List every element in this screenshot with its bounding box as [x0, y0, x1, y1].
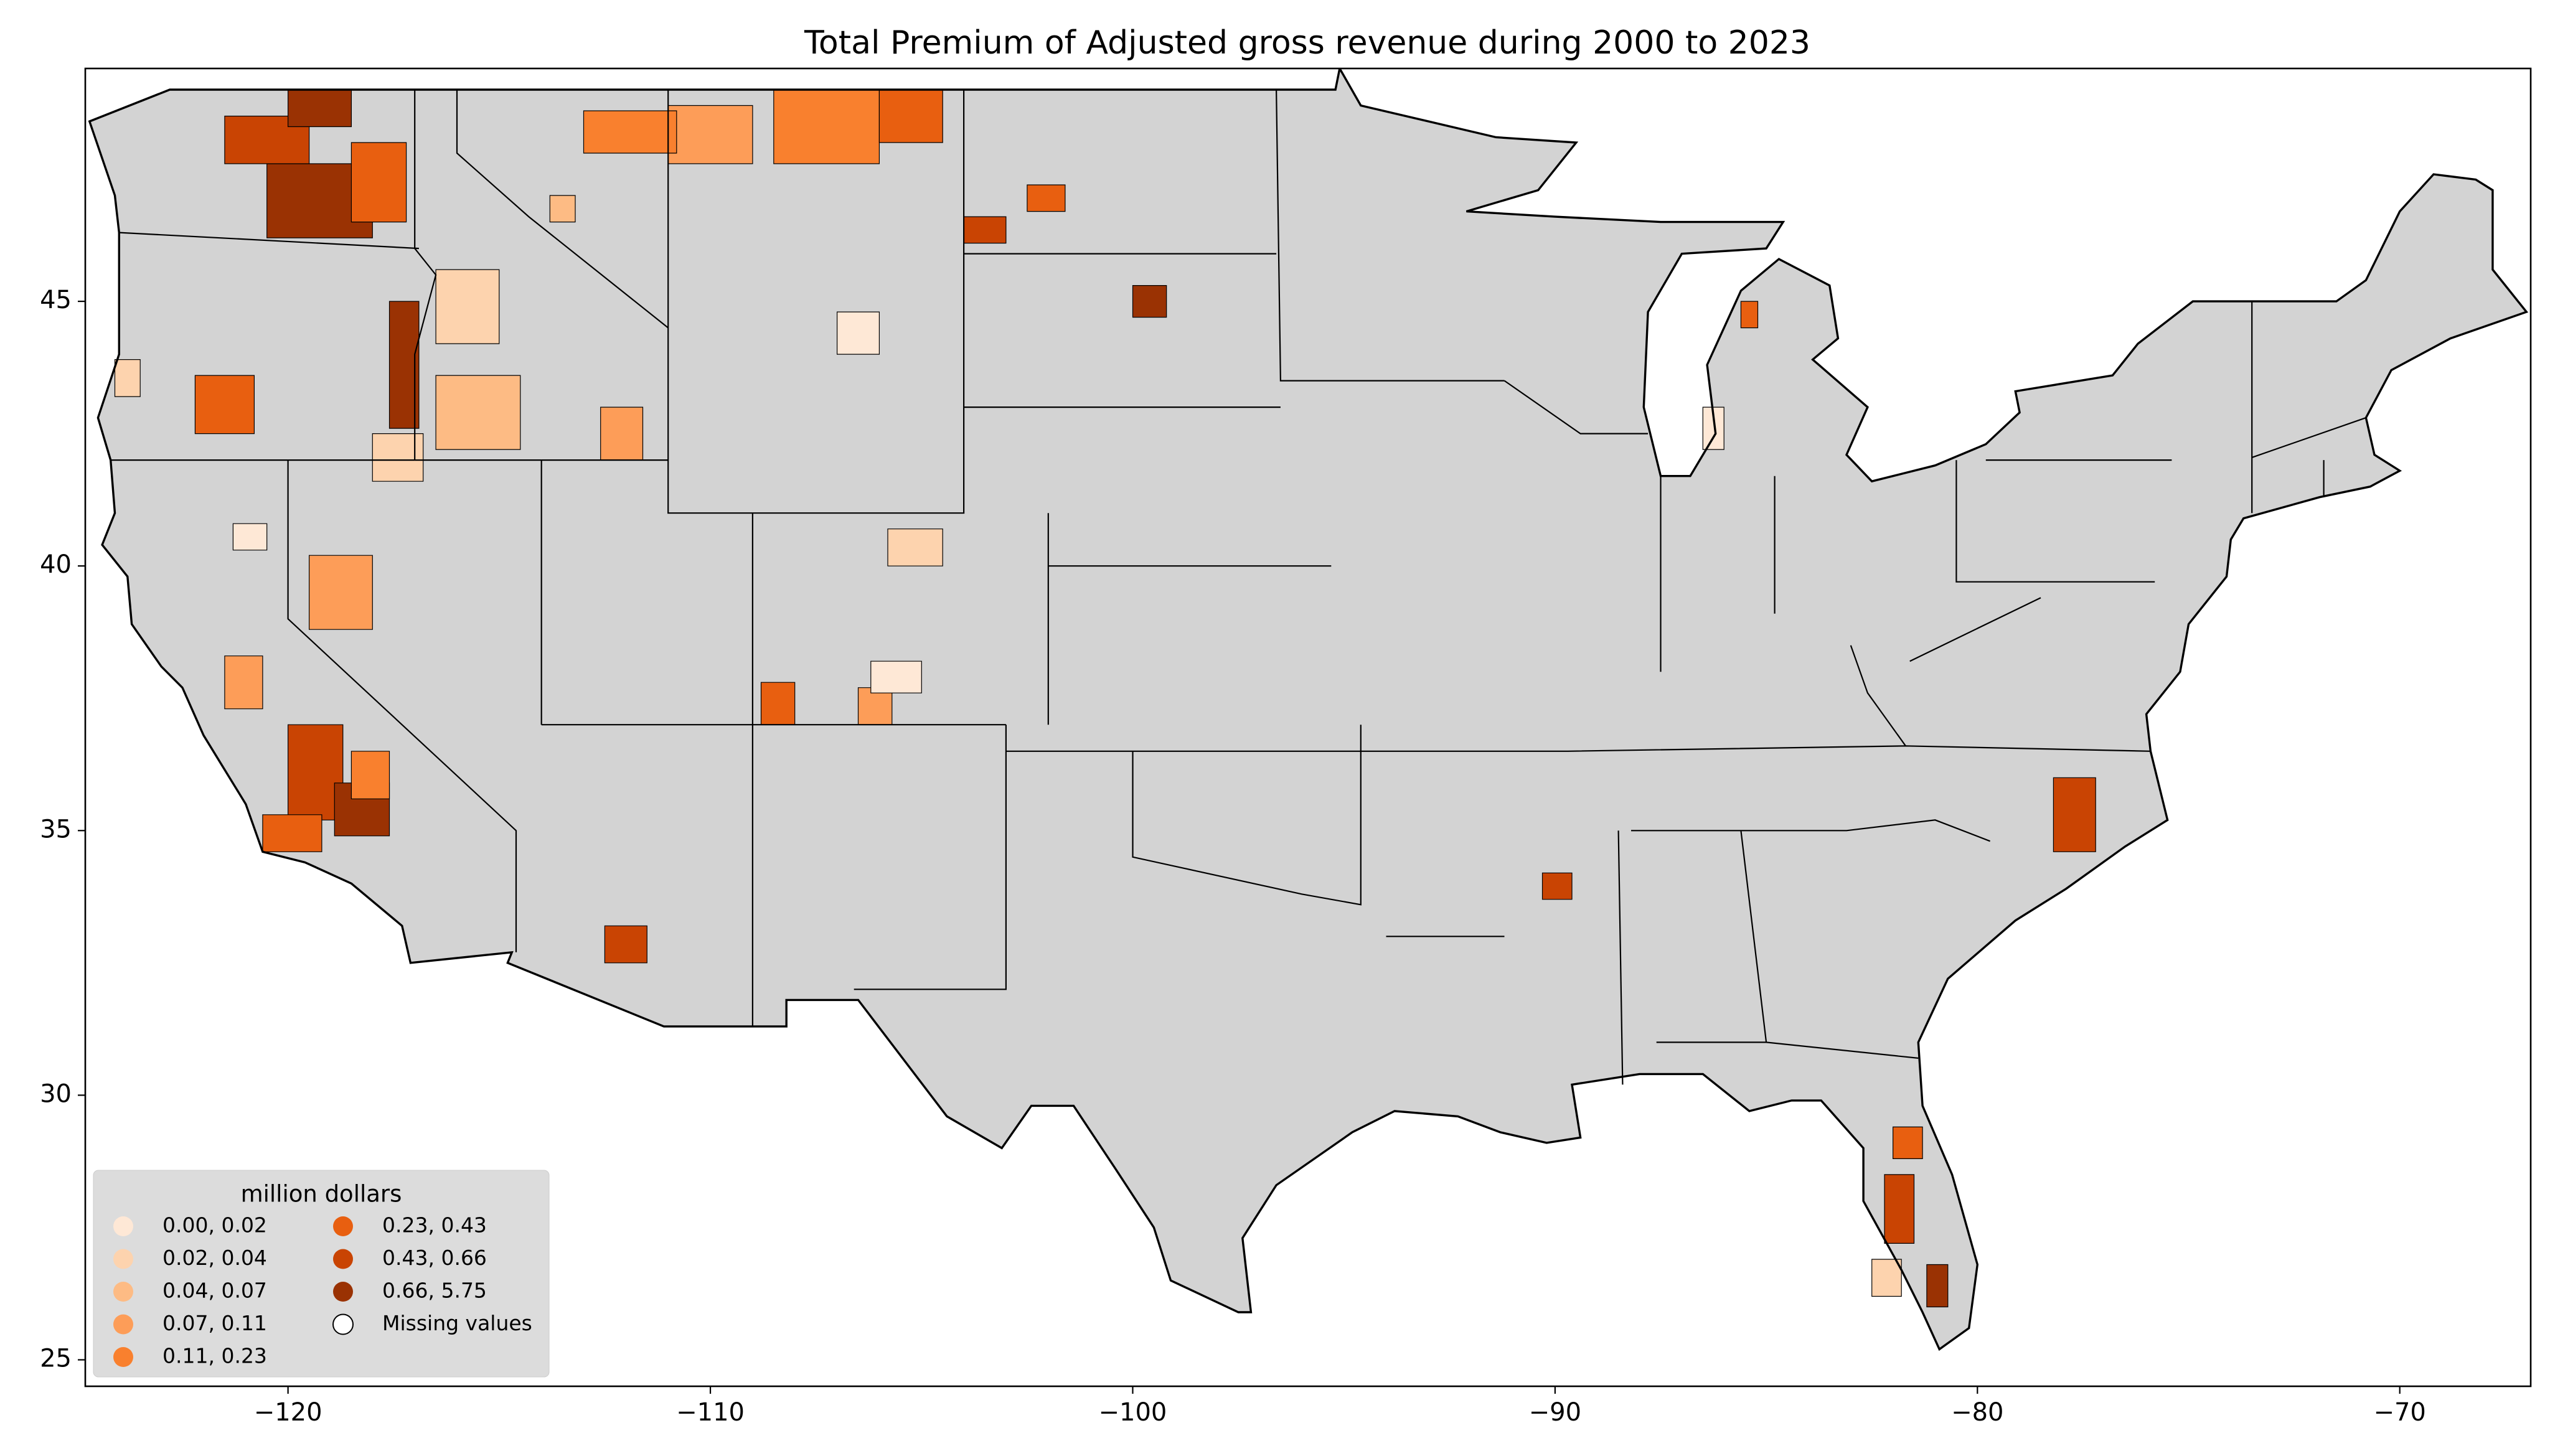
county-region — [760, 682, 796, 725]
county-region — [1740, 301, 1759, 329]
state-border — [1766, 1041, 1919, 1059]
legend: million dollars 0.00, 0.02 0.02, 0.04 0.04… — [93, 1170, 550, 1378]
legend-marker — [333, 1216, 353, 1236]
county-region — [194, 375, 255, 434]
legend-box — [93, 1170, 550, 1378]
state-border — [1617, 830, 1624, 1085]
county-region — [232, 523, 268, 551]
county-region — [600, 406, 644, 461]
state-border — [287, 460, 517, 952]
county-region — [667, 105, 753, 164]
county-region — [1884, 1174, 1915, 1244]
map-layer — [88, 68, 2529, 1351]
county-region — [870, 660, 922, 693]
county-region — [224, 655, 263, 710]
y-tick-label: 40 — [40, 550, 72, 579]
county-region — [388, 301, 420, 429]
legend-label: 0.00, 0.02 — [162, 1213, 267, 1238]
x-tick-label: −100 — [1099, 1398, 1167, 1427]
county-region — [963, 216, 1007, 244]
chart-title: Total Premium of Adjusted gross revenue … — [804, 24, 1810, 62]
county-region — [1027, 184, 1066, 212]
county-region — [1541, 872, 1573, 900]
county-region — [435, 269, 500, 344]
legend-label: 0.07, 0.11 — [162, 1311, 267, 1335]
legend-label: 0.04, 0.07 — [162, 1279, 267, 1303]
legend-label: 0.43, 0.66 — [382, 1246, 487, 1270]
state-border — [1850, 645, 1906, 746]
legend-label: 0.23, 0.43 — [382, 1213, 487, 1238]
legend-marker — [333, 1249, 353, 1269]
county-region — [114, 359, 141, 397]
y-tick-label: 30 — [40, 1079, 72, 1108]
legend-label: 0.02, 0.04 — [162, 1246, 267, 1270]
legend-title: million dollars — [241, 1181, 402, 1208]
country-outline — [88, 68, 2529, 1351]
legend-label: 0.11, 0.23 — [162, 1344, 267, 1368]
state-border — [1005, 750, 1362, 906]
county-region — [262, 814, 322, 852]
x-tick-label: −110 — [676, 1398, 745, 1427]
county-region — [878, 89, 943, 143]
state-border — [1360, 725, 2151, 752]
county-region — [435, 375, 521, 450]
x-tick-label: −80 — [1951, 1398, 2003, 1427]
legend-marker — [332, 1313, 354, 1335]
county-region — [583, 110, 677, 154]
county-region — [549, 195, 576, 223]
county-region — [1702, 406, 1724, 450]
country-area — [89, 68, 2527, 1350]
state-border — [1631, 819, 1990, 842]
x-tick-label: −120 — [254, 1398, 322, 1427]
state-border — [1503, 380, 1649, 434]
county-region — [372, 433, 424, 482]
state-border — [456, 90, 669, 329]
x-tick-label: −70 — [2373, 1398, 2425, 1427]
county-region — [1871, 1259, 1902, 1297]
county-region — [351, 142, 407, 223]
county-region — [1893, 1126, 1923, 1160]
county-region — [288, 724, 344, 820]
legend-marker — [113, 1347, 133, 1367]
legend-marker — [333, 1282, 353, 1302]
county-region — [2053, 777, 2096, 852]
legend-label: 0.66, 5.75 — [382, 1279, 487, 1303]
state-border — [667, 90, 965, 514]
county-region — [1926, 1264, 1949, 1308]
state-border — [414, 90, 437, 461]
county-region — [604, 925, 647, 964]
state-border — [1955, 460, 2155, 583]
y-tick-label: 25 — [40, 1344, 72, 1373]
y-tick-label: 45 — [40, 286, 72, 314]
county-region — [773, 89, 880, 164]
legend-marker — [113, 1249, 133, 1269]
axes-frame — [84, 67, 2532, 1388]
state-border — [2251, 417, 2366, 458]
county-region — [887, 528, 943, 566]
state-border — [1276, 89, 1505, 382]
state-border — [854, 725, 1007, 990]
county-region — [836, 311, 880, 355]
legend-label: Missing values — [382, 1311, 532, 1335]
county-region — [1132, 285, 1167, 318]
county-region — [288, 89, 352, 128]
county-region — [309, 555, 373, 630]
county-region — [351, 751, 390, 799]
legend-marker — [113, 1216, 133, 1236]
y-tick-label: 35 — [40, 815, 72, 843]
state-border — [119, 232, 419, 250]
legend-marker — [113, 1282, 133, 1302]
legend-marker — [113, 1314, 133, 1335]
state-border — [1909, 597, 2041, 662]
x-tick-label: −90 — [1529, 1398, 1581, 1427]
